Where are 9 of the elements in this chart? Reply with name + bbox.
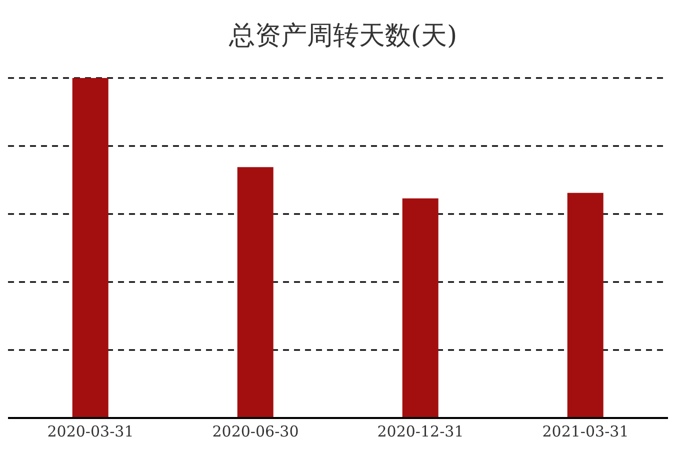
bar bbox=[72, 78, 108, 418]
bar bbox=[567, 192, 604, 418]
x-tick-label: 2020-12-31 bbox=[377, 422, 464, 441]
x-tick-label: 2020-03-31 bbox=[47, 422, 134, 441]
x-tick-label: 2020-06-30 bbox=[212, 422, 299, 441]
bar bbox=[402, 198, 438, 418]
chart-title: 总资产周转天数(天) bbox=[228, 20, 458, 53]
bar bbox=[237, 167, 274, 418]
x-tick-label: 2021-03-31 bbox=[542, 422, 629, 441]
